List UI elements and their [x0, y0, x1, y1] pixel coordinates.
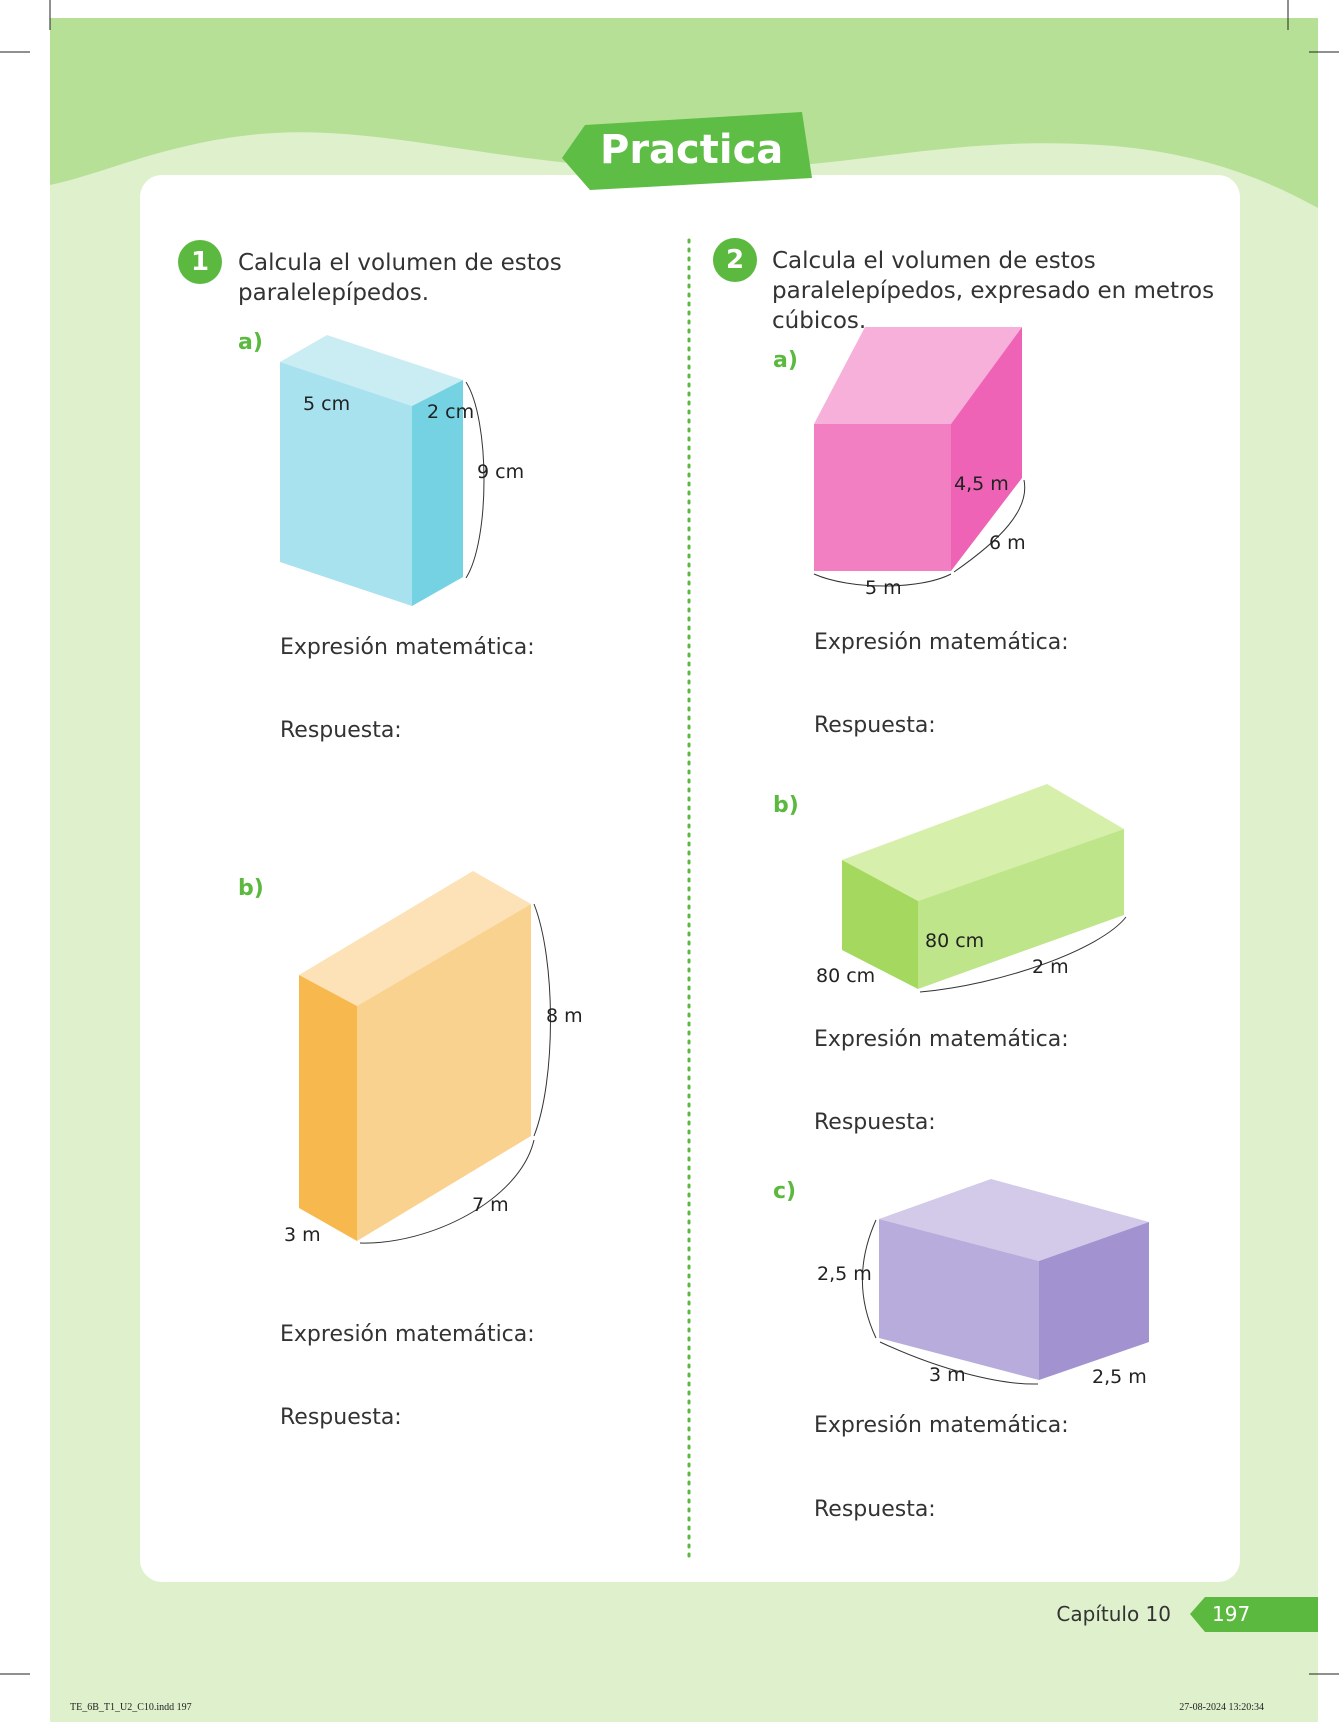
dimension: 8 m — [546, 1005, 583, 1027]
dimension: 9 cm — [477, 461, 525, 483]
expression-prompt: Expresión matemática: — [280, 635, 535, 660]
exercise-number: 2 — [713, 238, 757, 282]
prism-green — [842, 784, 1127, 993]
dimension: 3 m — [929, 1364, 966, 1386]
page-number: 197 — [1212, 1602, 1251, 1626]
item-label: a) — [773, 348, 798, 373]
answer-prompt: Respuesta: — [280, 718, 402, 743]
dimension: 2,5 m — [1092, 1366, 1147, 1388]
chapter-label: Capítulo 10 — [1056, 1602, 1171, 1626]
dimension: 6 m — [989, 532, 1026, 554]
item-label: a) — [238, 330, 263, 355]
page-tab — [1190, 1597, 1318, 1632]
exercise-number: 1 — [178, 240, 222, 284]
dimension: 2 m — [1032, 956, 1069, 978]
prism-pink — [813, 327, 1026, 587]
dimension: 80 cm — [816, 965, 876, 987]
answer-prompt: Respuesta: — [280, 1405, 402, 1430]
title-tab — [562, 112, 812, 190]
crop-marks — [0, 0, 1339, 1675]
page-title: Practica — [600, 127, 784, 173]
item-label: b) — [773, 793, 799, 818]
item-label: c) — [773, 1179, 797, 1204]
item-label: b) — [238, 876, 264, 901]
expression-prompt: Expresión matemática: — [814, 1413, 1069, 1438]
answer-prompt: Respuesta: — [814, 1497, 936, 1522]
prism-purple — [862, 1179, 1149, 1385]
print-date: 27-08-2024 13:20:34 — [1179, 1702, 1264, 1713]
expression-prompt: Expresión matemática: — [814, 1027, 1069, 1052]
dimension: 80 cm — [925, 930, 985, 952]
prism-blue — [280, 335, 485, 606]
print-file: TE_6B_T1_U2_C10.indd 197 — [70, 1702, 192, 1713]
dimension: 5 m — [865, 577, 902, 599]
header-wave — [50, 18, 1318, 208]
expression-prompt: Expresión matemática: — [814, 630, 1069, 655]
expression-prompt: Expresión matemática: — [280, 1322, 535, 1347]
instruction: Calcula el volumen de estos paralelepípe… — [238, 250, 562, 306]
prism-orange — [299, 871, 551, 1244]
dimension: 3 m — [284, 1224, 321, 1246]
dimension: 4,5 m — [954, 473, 1009, 495]
dimension: 2 cm — [427, 401, 475, 423]
dimension: 2,5 m — [817, 1263, 872, 1285]
instruction: Calcula el volumen de estos paralelepípe… — [772, 248, 1215, 334]
answer-prompt: Respuesta: — [814, 713, 936, 738]
dimension: 7 m — [472, 1194, 509, 1216]
answer-prompt: Respuesta: — [814, 1110, 936, 1135]
dimension: 5 cm — [303, 393, 351, 415]
